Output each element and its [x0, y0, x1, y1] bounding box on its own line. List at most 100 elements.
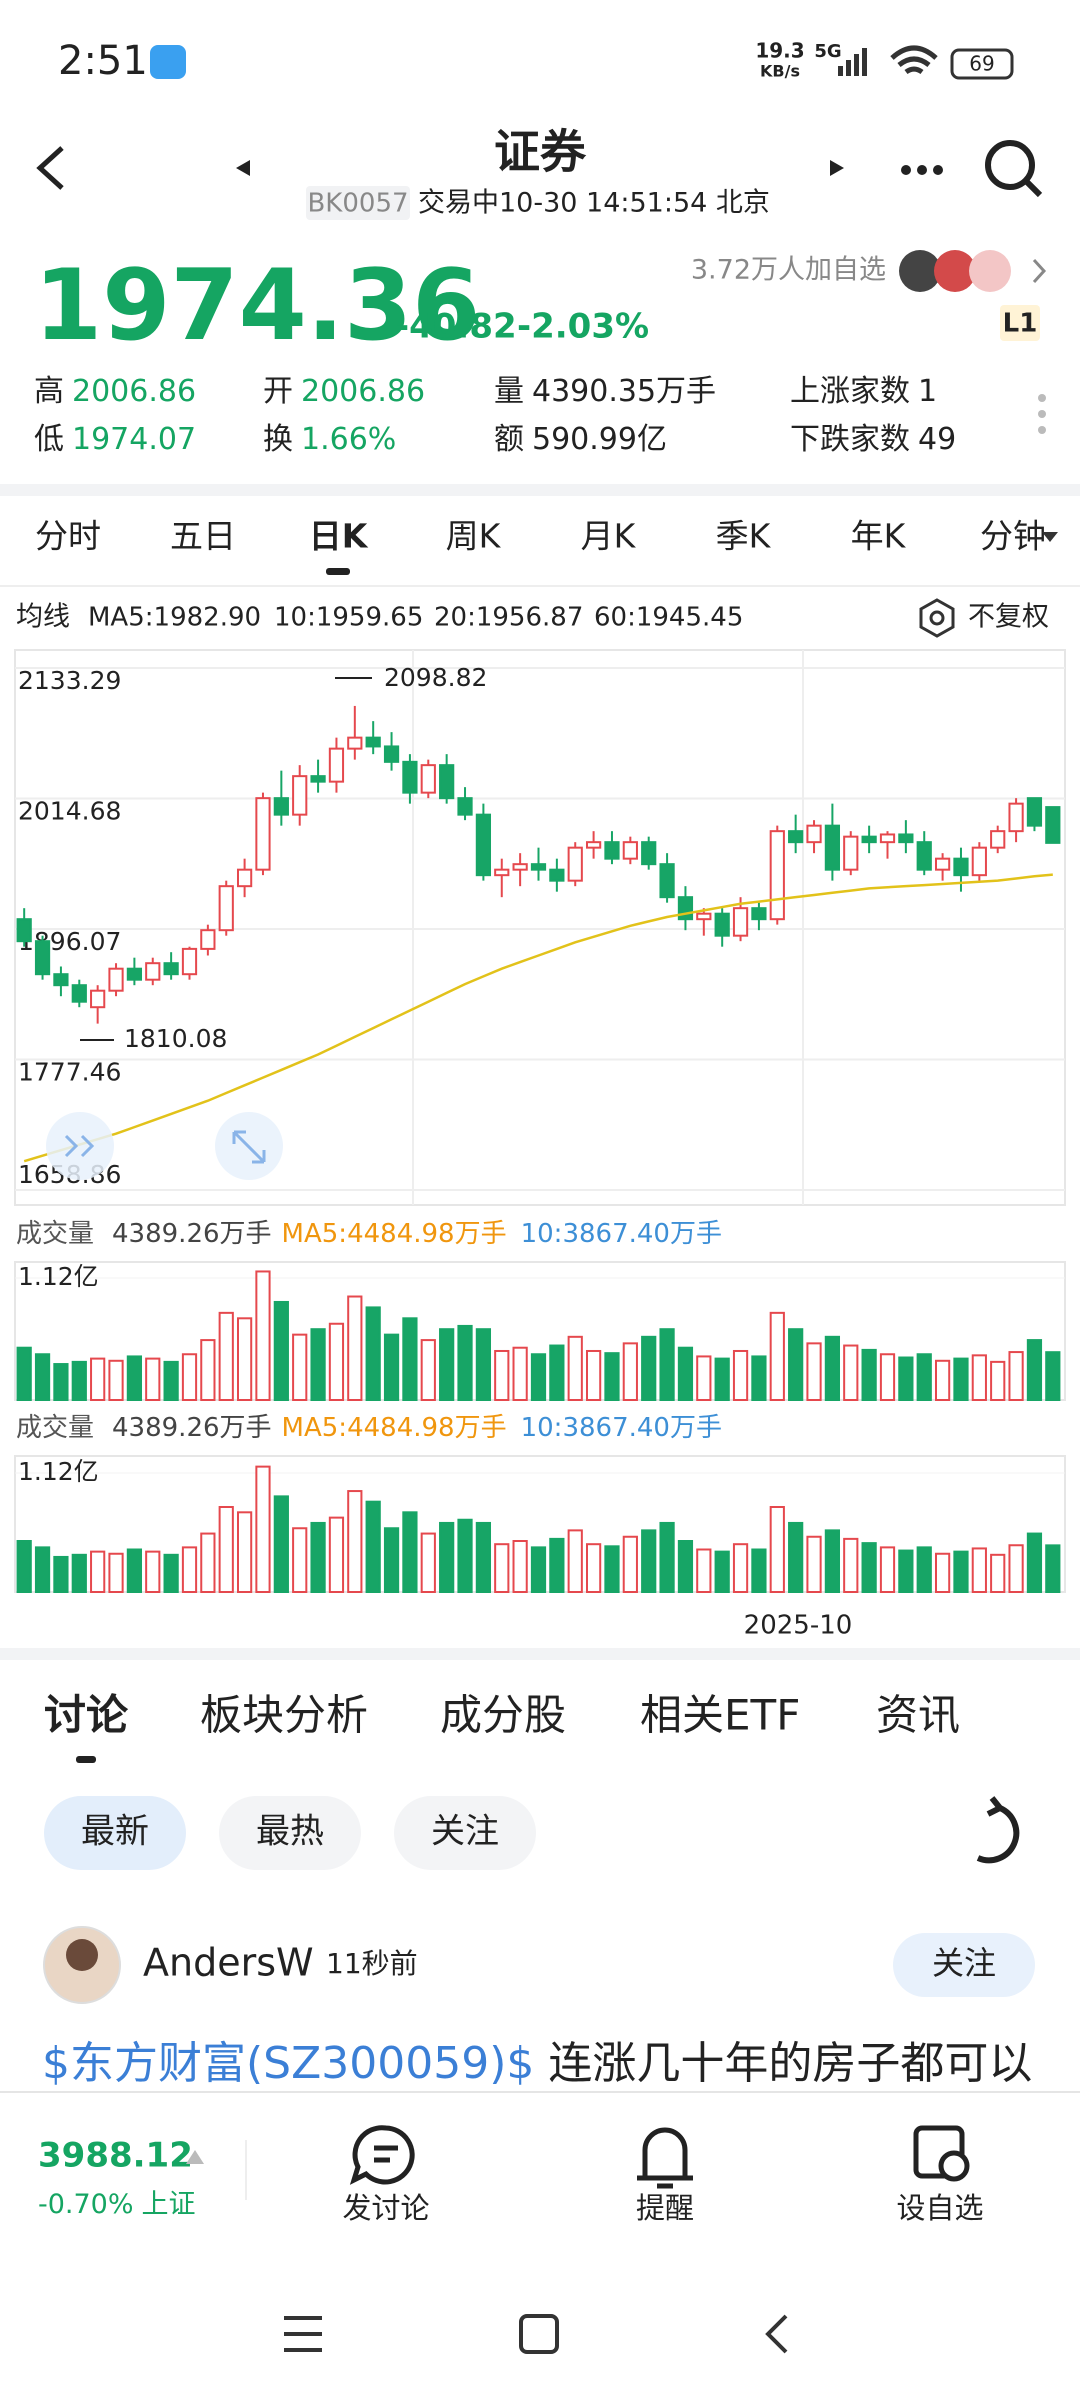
period-tab[interactable]: 季K — [716, 517, 772, 556]
nav-home[interactable] — [519, 2314, 559, 2354]
candle-body — [347, 736, 363, 750]
period-tab[interactable]: 五日 — [170, 517, 236, 556]
stock-link[interactable]: $东方财富(SZ300059)$ — [42, 2038, 534, 2089]
volume-bar — [861, 1348, 877, 1401]
volume-bar — [641, 1335, 657, 1401]
filter-pill[interactable] — [44, 1796, 186, 1870]
candle-body — [953, 857, 969, 877]
stat-label: 量 — [494, 374, 524, 409]
y-tick-label: 1777.46 — [18, 1058, 121, 1087]
followers-arrow[interactable] — [1032, 258, 1047, 284]
candle-body — [879, 833, 896, 844]
volume-bar — [181, 1353, 198, 1401]
volume-bar — [71, 1553, 87, 1593]
stat-label: 高 — [34, 374, 64, 409]
candle-body — [292, 775, 308, 816]
volume-tick-label: 1.12亿 — [18, 1457, 99, 1486]
stat: 换 1.66% — [263, 422, 396, 457]
candle-body — [549, 868, 565, 882]
nav-menu[interactable] — [284, 2316, 322, 2352]
action-label[interactable]: 设自选 — [896, 2191, 983, 2225]
clock: 2:51 — [58, 38, 148, 84]
period-tab[interactable]: 年K — [851, 517, 907, 556]
volume-bar — [181, 1546, 198, 1593]
volume-bar — [457, 1518, 473, 1593]
volume-bar — [402, 1511, 418, 1593]
more-button[interactable] — [901, 165, 943, 175]
refresh-button[interactable] — [976, 1796, 1020, 1864]
content-tab[interactable]: 讨论 — [44, 1691, 129, 1740]
expand-button[interactable] — [46, 1112, 114, 1180]
stat-value: 1974.07 — [72, 422, 196, 457]
candle-body — [1045, 806, 1061, 844]
volume-bar — [1008, 1351, 1024, 1401]
volume-bar — [108, 1359, 124, 1402]
candle-body — [934, 857, 951, 871]
filter-pill[interactable] — [394, 1796, 536, 1870]
content-tab[interactable]: 资讯 — [876, 1691, 960, 1740]
volume-bar — [439, 1521, 455, 1593]
candle-body — [971, 846, 987, 877]
index-toggle[interactable] — [186, 2150, 204, 2164]
volume-bar — [273, 1300, 289, 1401]
bottom-actions: 发讨论 提醒 设自选 — [342, 2191, 983, 2225]
volume-bar — [218, 1311, 234, 1402]
content-tab[interactable]: 相关ETF — [640, 1691, 800, 1740]
period-tab[interactable]: 周K — [446, 517, 502, 556]
volume-bar — [622, 1535, 638, 1593]
content-tab[interactable]: 板块分析 — [200, 1691, 368, 1740]
volume-bar — [934, 1359, 951, 1402]
period-tab[interactable]: 日K — [309, 517, 369, 556]
volume-bar — [34, 1546, 51, 1593]
candle-body — [108, 967, 124, 992]
volume-bar — [769, 1506, 785, 1593]
period-tab[interactable]: 分时 — [35, 517, 101, 556]
period-tab[interactable]: 月K — [581, 517, 637, 556]
stats-more[interactable] — [1038, 394, 1046, 434]
volume-bar — [347, 1295, 363, 1401]
prev-button[interactable] — [236, 160, 250, 176]
volume-bar — [714, 1357, 730, 1402]
nav-back[interactable] — [765, 2314, 788, 2354]
stat: 量 4390.35万手 — [494, 374, 716, 409]
content-tab[interactable]: 成分股 — [440, 1691, 566, 1740]
volume-bar — [659, 1521, 675, 1593]
network: 5G — [814, 41, 841, 62]
candle-body — [365, 736, 381, 748]
expand-icon — [64, 1134, 95, 1158]
action-label[interactable]: 提醒 — [636, 2191, 694, 2225]
volume-header: 成交量 4389.26万手 MA5:4484.98万手 10:3867.40万手 — [16, 1219, 722, 1249]
volume-bar — [90, 1357, 106, 1402]
ma-legend-item: MA5:1982.90 — [88, 603, 261, 633]
candle-body — [163, 962, 179, 976]
index-value[interactable]: 3988.12 — [38, 2136, 193, 2176]
chart-frame — [14, 649, 1066, 1206]
filter-pill[interactable] — [219, 1796, 361, 1870]
candle-body — [71, 984, 87, 1003]
volume-header: 成交量 4389.26万手 MA5:4484.98万手 10:3867.40万手 — [16, 1413, 722, 1443]
action-label[interactable]: 发讨论 — [342, 2191, 429, 2225]
adjust-mode[interactable]: 不复权 — [968, 602, 1049, 633]
volume-bar — [567, 1335, 583, 1401]
period-tab[interactable]: 分钟 — [980, 517, 1046, 556]
volume-bar — [163, 1360, 179, 1401]
ma-legend-item: 20:1956.87 — [434, 603, 583, 633]
username[interactable]: AndersW — [143, 1941, 314, 1985]
stat-value: 49 — [918, 422, 956, 457]
back-button[interactable] — [36, 146, 64, 190]
low-label: 1810.08 — [124, 1024, 227, 1053]
volume-bar — [236, 1317, 253, 1402]
volume-bar — [200, 1339, 216, 1401]
search-button[interactable] — [985, 140, 1043, 198]
volume-bar — [898, 1356, 914, 1401]
candle-body — [585, 841, 602, 849]
volume-bar — [292, 1333, 308, 1401]
volume-bar — [163, 1553, 179, 1593]
stat-label: 下跌家数 — [790, 422, 910, 457]
follow-button[interactable] — [893, 1933, 1035, 1997]
ma60-line — [23, 873, 1053, 1163]
next-button[interactable] — [830, 160, 844, 176]
volume-bar — [696, 1548, 712, 1593]
volume-bar — [1045, 1544, 1061, 1594]
volume-bar — [641, 1529, 657, 1593]
